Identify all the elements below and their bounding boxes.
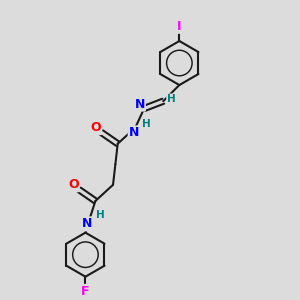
- Text: F: F: [81, 285, 90, 298]
- Text: N: N: [134, 98, 145, 111]
- Text: H: H: [142, 119, 151, 129]
- Text: N: N: [82, 218, 93, 230]
- Text: O: O: [90, 121, 101, 134]
- Text: I: I: [177, 20, 182, 33]
- Text: H: H: [96, 210, 104, 220]
- Text: N: N: [129, 126, 139, 140]
- Text: O: O: [68, 178, 79, 191]
- Text: H: H: [167, 94, 176, 104]
